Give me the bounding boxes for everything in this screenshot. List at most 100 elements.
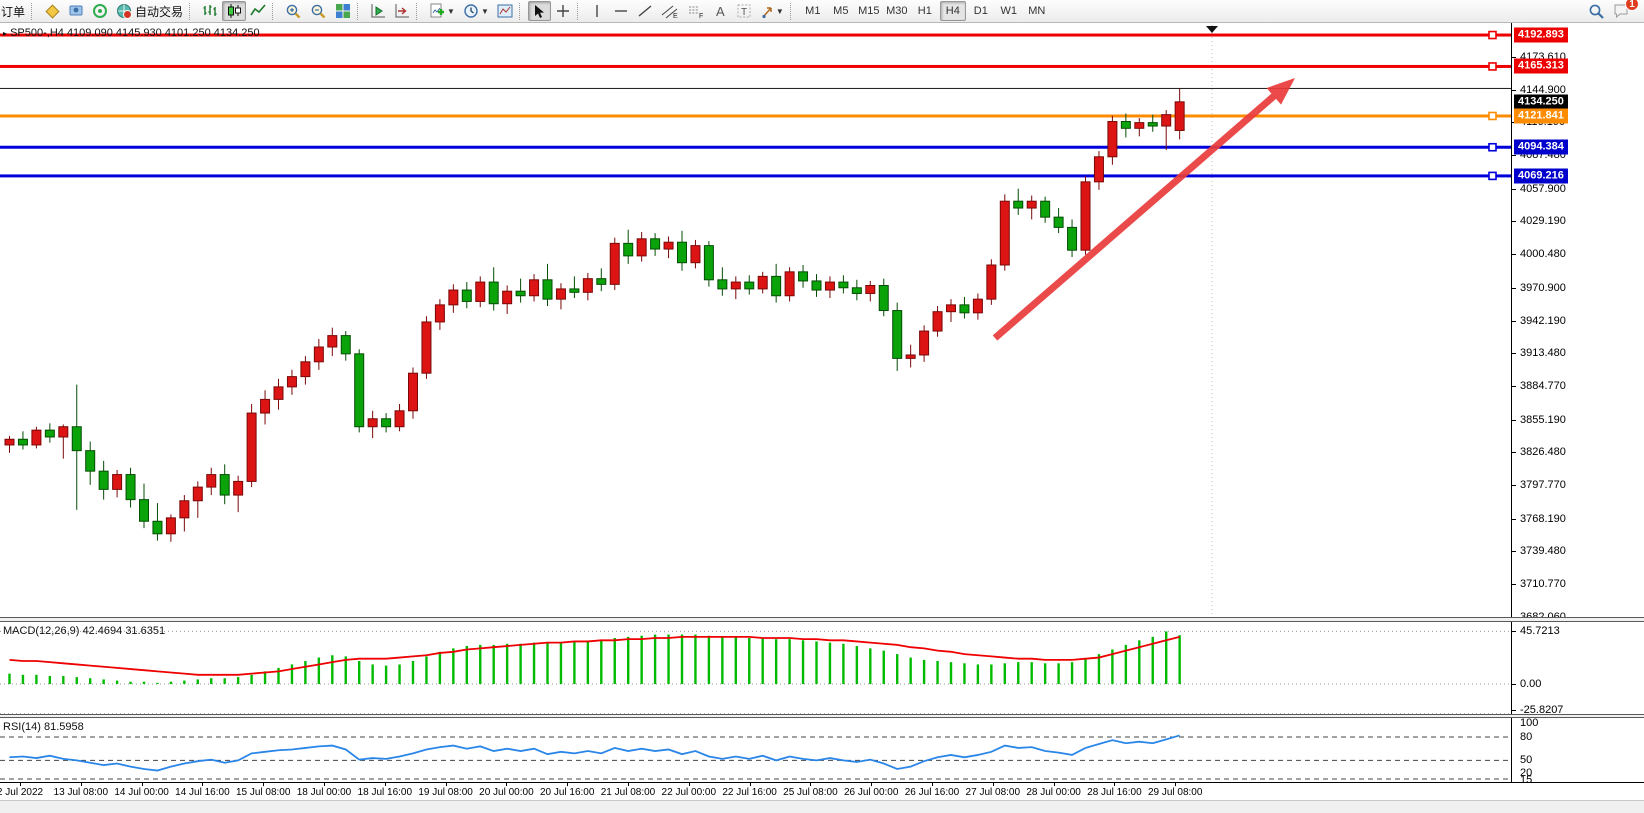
candle: [515, 290, 526, 297]
candle: [892, 310, 903, 359]
candle: [569, 288, 580, 293]
crosshair-button[interactable]: [551, 1, 575, 21]
candle: [327, 335, 338, 348]
auto-scroll-button[interactable]: [366, 1, 390, 21]
notification-badge: 1: [1625, 0, 1639, 11]
text-label-icon: T: [736, 3, 752, 19]
price-line: [0, 87, 1511, 89]
tile-windows-icon: [335, 3, 351, 19]
price-line-handle: [1488, 111, 1497, 121]
time-axis[interactable]: 2 Jul 2022 13 Jul 08:00 14 Jul 00:00 14 Jul…: [0, 782, 1644, 800]
candle: [851, 287, 862, 294]
price-badge: 4069.216: [1514, 168, 1568, 184]
candle: [1026, 200, 1037, 209]
time-label: 2 Jul 2022: [0, 787, 44, 798]
metaeditor-button[interactable]: [64, 1, 88, 21]
price-tick-label: 3826.480: [1520, 446, 1566, 459]
time-tick-mark: [1053, 783, 1055, 786]
candlestick-chart-canvas[interactable]: [0, 23, 1511, 617]
trend-arrow: [992, 93, 1277, 341]
fibonacci-button[interactable]: F: [683, 1, 709, 21]
candle: [1080, 181, 1091, 251]
macd-pane[interactable]: MACD(12,26,9) 42.4694 31.6351: [0, 622, 1511, 714]
candle: [354, 353, 365, 428]
price-tick-label: 3768.190: [1520, 512, 1566, 525]
new-order-button[interactable]: [40, 1, 64, 21]
timeframe-h1[interactable]: H1: [917, 5, 932, 17]
time-tick-mark: [1114, 783, 1116, 786]
timeframe-d1[interactable]: D1: [973, 5, 988, 17]
timeframe-m30[interactable]: M30: [886, 5, 908, 17]
indicators-button[interactable]: ▼: [425, 1, 459, 21]
arrows-button[interactable]: ▼: [756, 1, 788, 21]
horizontal-line-button[interactable]: [609, 1, 633, 21]
toolbar-grip: [189, 2, 194, 20]
candle: [596, 278, 607, 285]
autotrading-icon: [116, 3, 133, 19]
zoom-in-button[interactable]: [281, 1, 306, 21]
rsi-pane[interactable]: RSI(14) 81.5958: [0, 718, 1511, 782]
channel-button[interactable]: E: [657, 1, 683, 21]
pane-splitter[interactable]: [0, 714, 1644, 718]
timeframe-group: M1 M5 M15 M30 H1 H4 D1 W1 MN: [799, 1, 1051, 21]
candle: [932, 311, 943, 332]
price-tick-label: 3970.900: [1520, 281, 1566, 294]
timeframe-m1[interactable]: M1: [805, 5, 821, 17]
orders-button[interactable]: 订单: [0, 1, 29, 21]
time-tick-mark: [202, 783, 204, 786]
price-tick-mark: [1512, 89, 1516, 91]
vertical-line-button[interactable]: [586, 1, 609, 21]
candle: [85, 450, 96, 472]
candle: [71, 426, 82, 452]
cursor-button[interactable]: [527, 1, 551, 21]
rsi-canvas[interactable]: [0, 718, 1511, 782]
autotrading-label: 自动交易: [135, 4, 184, 19]
notifications-button[interactable]: 1: [1609, 0, 1639, 21]
time-tick-mark: [871, 783, 873, 786]
candle: [1134, 122, 1145, 129]
timeframe-m15[interactable]: M15: [858, 5, 880, 17]
rsi-tick-label: 100: [1520, 717, 1539, 729]
pane-splitter[interactable]: [0, 617, 1644, 622]
timeframe-w1[interactable]: W1: [1000, 5, 1018, 17]
time-label: 28 Jul 00:00: [1026, 787, 1081, 798]
price-tick-label: 3739.480: [1520, 545, 1566, 558]
time-tick-mark: [628, 783, 629, 786]
time-label: 22 Jul 00:00: [661, 787, 717, 798]
timeframe-m5[interactable]: M5: [833, 5, 849, 17]
text-button[interactable]: A: [709, 1, 732, 21]
template-button[interactable]: [493, 1, 517, 21]
trendline-button[interactable]: [633, 1, 657, 21]
price-tick-label: 3942.190: [1520, 314, 1566, 327]
bar-chart-button[interactable]: [198, 1, 222, 21]
zoom-out-button[interactable]: [306, 1, 331, 21]
chart-title: ▸ SP500-,H4 4109.090 4145.930 4101.250 4…: [3, 27, 260, 39]
rsi-axis: 100 80 50 20 15: [1511, 717, 1644, 786]
timeframe-mn[interactable]: MN: [1028, 5, 1046, 17]
rsi-label: RSI(14) 81.5958: [3, 721, 84, 733]
line-chart-button[interactable]: [246, 1, 270, 21]
macd-tick-label: -25.8207: [1520, 704, 1564, 716]
tile-windows-button[interactable]: [331, 1, 355, 21]
candle: [690, 245, 701, 264]
periods-button[interactable]: ▼: [459, 1, 493, 21]
candle: [811, 280, 822, 291]
macd-canvas[interactable]: [0, 622, 1511, 714]
main-chart-pane[interactable]: ▸ SP500-,H4 4109.090 4145.930 4101.250 4…: [0, 23, 1511, 617]
timeframe-h4[interactable]: H4: [939, 1, 966, 21]
chart-shift-button[interactable]: [390, 1, 414, 21]
candle: [972, 298, 983, 314]
indicators-icon: [429, 3, 445, 19]
search-button[interactable]: [1584, 1, 1609, 21]
signals-button[interactable]: [88, 1, 112, 21]
text-label-button[interactable]: T: [732, 1, 756, 21]
autotrading-button[interactable]: 自动交易: [112, 1, 187, 21]
vertical-line-icon: [590, 3, 604, 19]
trend-arrow-head: [1266, 78, 1295, 105]
candlestick-button[interactable]: [222, 1, 247, 21]
toolbar-grip: [518, 2, 524, 20]
candle: [44, 429, 55, 438]
price-line-handle: [1488, 62, 1497, 71]
toolbar-grip: [31, 2, 36, 20]
